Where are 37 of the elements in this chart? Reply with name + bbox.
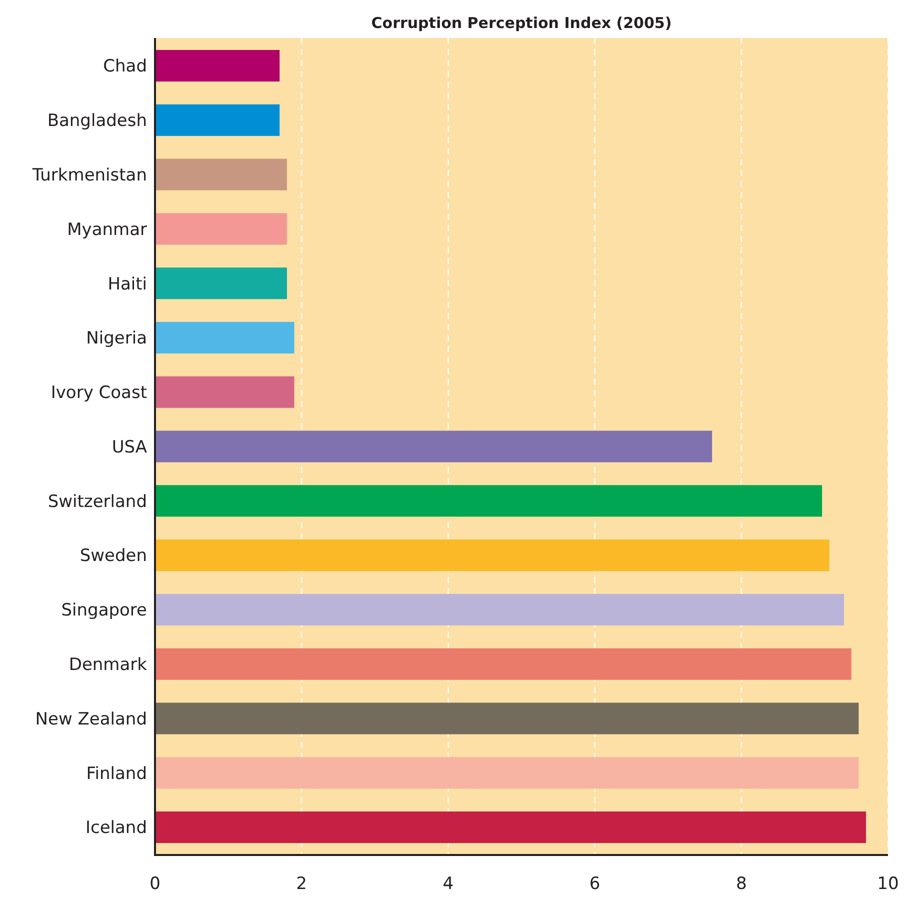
x-tick-label: 4 xyxy=(442,874,454,894)
bar xyxy=(155,213,287,245)
y-tick-label: Myanmar xyxy=(67,220,148,240)
x-tick-label: 0 xyxy=(150,874,160,894)
x-tick-label: 2 xyxy=(296,874,308,894)
bar xyxy=(155,104,280,136)
x-tick-label: 10 xyxy=(877,874,899,894)
bar xyxy=(155,702,859,734)
y-tick-label: Bangladesh xyxy=(47,111,147,132)
y-tick-label: Denmark xyxy=(68,655,148,676)
y-tick-label: Switzerland xyxy=(48,492,147,512)
bar xyxy=(155,158,287,190)
bar xyxy=(155,540,830,572)
y-tick-label: Nigeria xyxy=(86,328,147,349)
bar xyxy=(155,268,287,300)
bar xyxy=(155,811,866,844)
y-tick-label: Turkmenistan xyxy=(31,165,147,186)
y-tick-label: Haiti xyxy=(108,274,147,294)
x-tick-label: 6 xyxy=(589,874,600,894)
y-tick-label: Finland xyxy=(86,764,147,784)
y-tick-label: USA xyxy=(112,437,148,458)
bar xyxy=(155,322,294,354)
y-tick-label: Singapore xyxy=(61,600,147,621)
bar xyxy=(155,594,844,626)
y-tick-label: Ivory Coast xyxy=(50,383,148,404)
bar xyxy=(155,648,852,680)
y-tick-label: Chad xyxy=(103,56,147,77)
y-tick-label: Sweden xyxy=(80,546,147,566)
bar xyxy=(155,376,294,408)
bar xyxy=(155,485,822,517)
bar xyxy=(155,50,280,82)
x-tick-label: 8 xyxy=(736,874,747,894)
y-tick-label: Iceland xyxy=(85,818,147,838)
bar xyxy=(155,757,859,789)
bar xyxy=(155,430,712,462)
chart-title: Corruption Perception Index (2005) xyxy=(371,14,672,32)
y-tick-label: New Zealand xyxy=(35,709,147,730)
